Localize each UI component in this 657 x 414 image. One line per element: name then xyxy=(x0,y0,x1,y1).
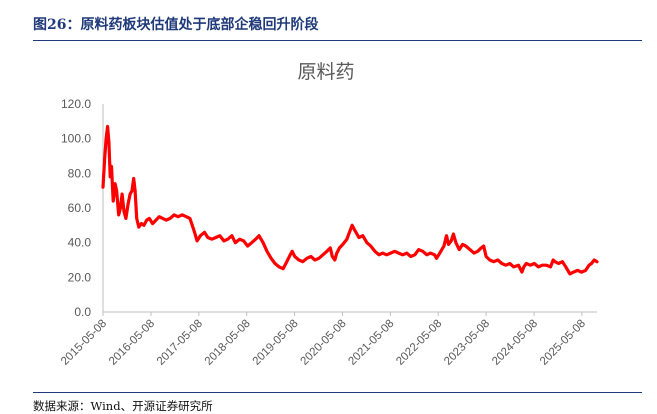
x-tick-label: 2021-05-08 xyxy=(346,318,396,368)
x-tick-label: 2024-05-08 xyxy=(490,318,540,368)
source-note: 数据来源：Wind、开源证券研究所 xyxy=(33,399,213,413)
x-tick-label: 2016-05-08 xyxy=(107,318,157,368)
title-rule xyxy=(33,40,642,41)
series-line xyxy=(101,124,599,276)
line-chart: 原料药 0.0 20.0 40.0 60.0 80.0 100.0 120.0 2015-0… xyxy=(59,61,599,368)
x-axis-ticks: 2015-05-082016-05-082017-05-082018-05-08… xyxy=(59,312,588,368)
y-tick-label: 100.0 xyxy=(61,132,91,146)
x-tick-label: 2025-05-08 xyxy=(538,318,588,368)
series-layer xyxy=(101,124,599,276)
chart-title: 原料药 xyxy=(297,61,354,83)
x-tick-label: 2018-05-08 xyxy=(203,318,253,368)
x-tick-label: 2015-05-08 xyxy=(59,318,109,368)
y-tick-label: 40.0 xyxy=(68,236,92,250)
figure-title: 图26：原料药板块估值处于底部企稳回升阶段 xyxy=(33,17,319,33)
y-axis-ticks: 0.0 20.0 40.0 60.0 80.0 100.0 120.0 xyxy=(61,97,91,319)
x-tick-label: 2023-05-08 xyxy=(442,318,492,368)
y-tick-label: 20.0 xyxy=(68,270,92,284)
x-tick-label: 2022-05-08 xyxy=(394,318,444,368)
x-tick-label: 2017-05-08 xyxy=(155,318,205,368)
x-tick-label: 2020-05-08 xyxy=(299,318,349,368)
x-tick-label: 2019-05-08 xyxy=(251,318,301,368)
y-tick-label: 60.0 xyxy=(68,201,92,215)
y-tick-label: 0.0 xyxy=(74,305,91,319)
source-rule xyxy=(33,392,642,393)
y-tick-label: 80.0 xyxy=(68,166,92,180)
y-tick-label: 120.0 xyxy=(61,97,91,111)
